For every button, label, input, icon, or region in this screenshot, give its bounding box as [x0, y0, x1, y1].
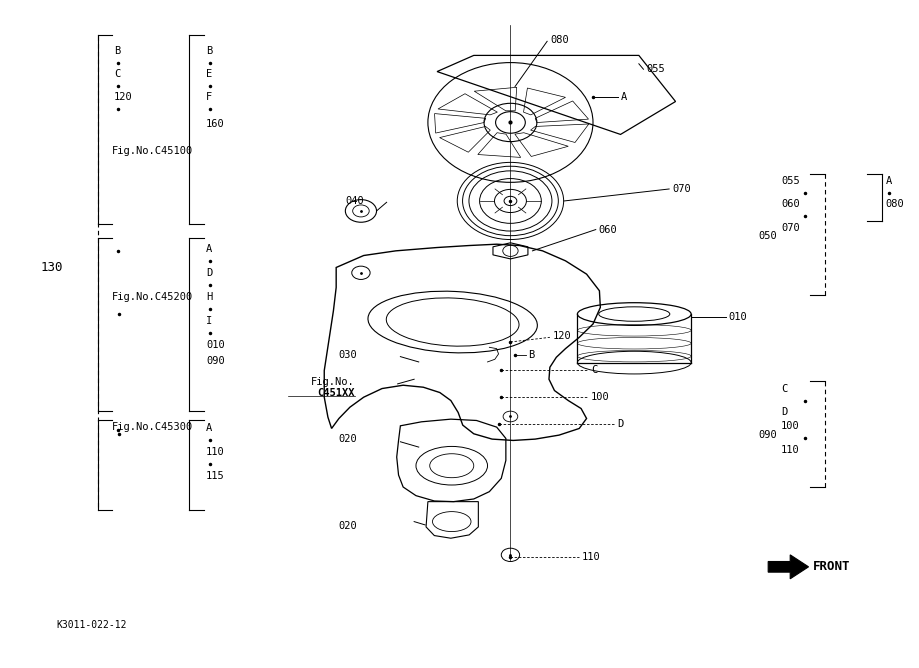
Text: 110: 110 — [206, 448, 224, 458]
Text: 080: 080 — [885, 199, 903, 209]
Text: 070: 070 — [671, 184, 690, 194]
Text: B: B — [114, 46, 120, 56]
Text: Fig.No.: Fig.No. — [311, 377, 354, 387]
Text: 020: 020 — [338, 520, 357, 530]
Text: 160: 160 — [206, 120, 224, 130]
Text: 115: 115 — [206, 471, 224, 481]
Polygon shape — [767, 555, 808, 578]
Text: 010: 010 — [728, 313, 746, 323]
Text: 120: 120 — [552, 331, 571, 341]
Text: 130: 130 — [40, 261, 63, 274]
Text: Fig.No.C45300: Fig.No.C45300 — [111, 422, 192, 432]
Text: 080: 080 — [550, 35, 568, 45]
Text: 090: 090 — [757, 430, 776, 440]
Text: D: D — [206, 268, 212, 278]
Text: C: C — [780, 383, 787, 393]
Text: 050: 050 — [757, 230, 776, 240]
Text: F: F — [206, 92, 212, 102]
Text: 060: 060 — [598, 224, 617, 234]
Text: Fig.No.C45200: Fig.No.C45200 — [111, 293, 192, 303]
Text: A: A — [206, 424, 212, 434]
Text: B: B — [528, 350, 534, 360]
Text: 055: 055 — [645, 64, 664, 74]
Text: Fig.No.C45100: Fig.No.C45100 — [111, 146, 192, 156]
Text: 030: 030 — [338, 350, 357, 360]
Text: C451XX: C451XX — [317, 387, 354, 397]
Text: 070: 070 — [780, 222, 799, 232]
Text: C: C — [591, 365, 596, 375]
Text: A: A — [206, 244, 212, 254]
Text: D: D — [616, 419, 622, 429]
Text: B: B — [206, 46, 212, 56]
Text: 120: 120 — [114, 92, 133, 102]
Text: 010: 010 — [206, 339, 224, 349]
Text: 110: 110 — [582, 552, 600, 562]
Text: 110: 110 — [780, 445, 799, 455]
Text: 055: 055 — [780, 176, 799, 186]
Text: H: H — [206, 292, 212, 302]
Text: A: A — [619, 92, 626, 102]
Text: 060: 060 — [780, 199, 799, 209]
Text: FRONT: FRONT — [812, 560, 850, 573]
Text: 090: 090 — [206, 355, 224, 365]
Text: D: D — [780, 407, 787, 418]
Text: 020: 020 — [338, 434, 357, 444]
Text: 100: 100 — [591, 392, 609, 402]
Text: I: I — [206, 316, 212, 326]
Text: E: E — [206, 69, 212, 79]
Text: C: C — [114, 69, 120, 79]
Text: 040: 040 — [345, 196, 363, 206]
Text: K3011-022-12: K3011-022-12 — [56, 621, 127, 631]
Text: A: A — [885, 176, 891, 186]
Text: 100: 100 — [780, 421, 799, 431]
